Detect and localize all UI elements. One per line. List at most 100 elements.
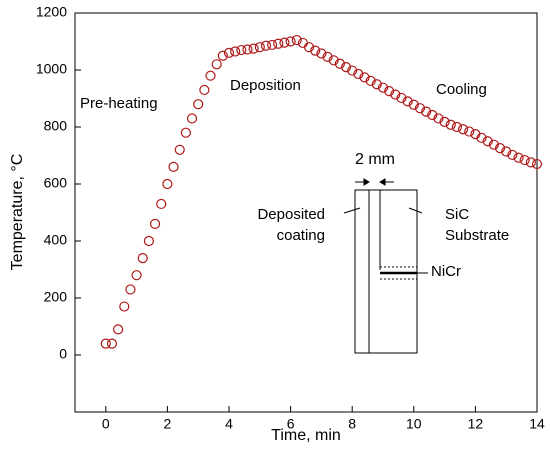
inset-label: NiCr (431, 263, 461, 280)
inset-diagram (343, 178, 428, 354)
data-point (113, 324, 124, 335)
data-point (291, 34, 302, 46)
data-point (316, 48, 327, 59)
data-point (464, 126, 475, 137)
data-point (260, 40, 272, 51)
data-point (100, 338, 111, 349)
x-tick-label: 10 (406, 416, 422, 432)
data-point (205, 70, 216, 81)
data-point (427, 109, 438, 121)
data-point (439, 116, 450, 127)
data-point (303, 42, 315, 53)
y-tick-label: 200 (44, 289, 68, 305)
data-point (340, 62, 352, 73)
y-tick-label: 400 (44, 232, 68, 248)
y-tick-label: 0 (59, 346, 67, 362)
data-point (353, 68, 364, 80)
y-tick-label: 600 (44, 175, 68, 191)
x-tick-label: 2 (164, 416, 172, 432)
data-point (230, 46, 241, 57)
data-point (347, 65, 358, 76)
x-tick-label: 12 (468, 416, 484, 432)
data-point (199, 84, 210, 96)
data-point (365, 75, 376, 86)
data-point (162, 178, 173, 190)
annotation: Cooling (436, 81, 487, 98)
data-point (414, 103, 426, 114)
data-point (445, 119, 456, 130)
data-point (180, 127, 191, 138)
data-point (328, 55, 339, 66)
data-point (421, 106, 432, 117)
data-point (322, 51, 333, 62)
data-point (236, 44, 247, 56)
data-point (149, 218, 161, 229)
y-tick-label: 1000 (36, 61, 67, 77)
data-point (310, 45, 321, 56)
leader-line (343, 207, 361, 214)
data-point (119, 301, 130, 312)
data-point (223, 47, 235, 59)
x-tick-label: 0 (102, 416, 110, 432)
data-point (519, 154, 530, 166)
data-point (384, 85, 395, 97)
leader-line (408, 207, 423, 214)
data-point (513, 152, 524, 163)
data-point (242, 44, 253, 55)
inset-label: Deposited (257, 206, 325, 223)
data-point (501, 146, 512, 157)
plot-frame (74, 12, 538, 413)
x-tick-label: 4 (225, 416, 233, 432)
data-point (507, 149, 518, 161)
data-point (371, 79, 382, 90)
x-tick-label: 6 (287, 416, 295, 432)
inset-label: coating (277, 227, 325, 244)
arrowheads (363, 178, 386, 186)
data-point (168, 161, 179, 172)
data-point (106, 338, 118, 349)
data-point (494, 142, 506, 154)
data-point (451, 121, 463, 133)
annotation: Pre-heating (80, 95, 158, 112)
inset-scale: 2 mm (355, 151, 395, 168)
y-axis-label: Temperature, °C (9, 154, 26, 271)
data-point (402, 96, 413, 107)
y-tick-label: 1200 (36, 4, 67, 20)
data-point (457, 124, 469, 135)
data-point (211, 59, 222, 70)
data-point (217, 50, 228, 61)
data-point (174, 144, 185, 155)
data-point (186, 113, 198, 124)
data-point (488, 139, 499, 150)
data-point (254, 42, 265, 53)
data-point (156, 198, 167, 210)
inset-label: Substrate (445, 227, 509, 244)
data-point (482, 136, 493, 147)
x-tick-label: 8 (348, 416, 356, 432)
data-point (525, 157, 536, 168)
data-point (273, 38, 284, 49)
data-point (476, 132, 487, 143)
data-point (279, 37, 290, 48)
data-point (433, 113, 444, 124)
data-point (137, 253, 148, 264)
y-tick-label: 800 (44, 118, 68, 134)
inset-label: SiC (445, 206, 469, 223)
data-point (531, 158, 543, 170)
data-point (390, 89, 401, 100)
data-point (193, 99, 204, 110)
x-axis-label: Time, min (271, 427, 341, 444)
x-tick-label: 14 (529, 416, 545, 432)
data-point (143, 235, 155, 247)
inset-outline (354, 189, 418, 354)
data-point (377, 82, 389, 93)
data-point (408, 99, 419, 110)
data-point (359, 72, 370, 83)
data-point (131, 270, 142, 281)
data-point (396, 92, 407, 104)
data-point (267, 39, 278, 51)
data-point (125, 284, 136, 295)
annotation: Deposition (230, 77, 301, 94)
data-point (248, 43, 259, 54)
